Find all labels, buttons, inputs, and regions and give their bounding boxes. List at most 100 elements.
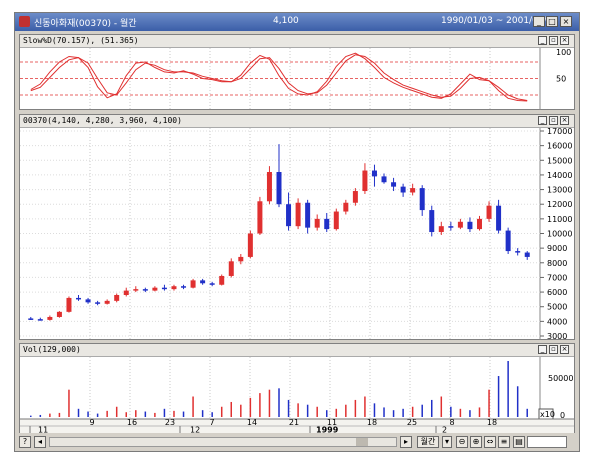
pane-close-icon[interactable]: ×: [560, 116, 569, 125]
candle-body: [171, 286, 177, 290]
candle-body: [286, 204, 292, 227]
candle-body: [305, 202, 311, 228]
maximize-icon[interactable]: □: [546, 16, 558, 27]
x-tick-week: 7: [209, 418, 214, 427]
scroll-right-icon[interactable]: ▸: [400, 436, 412, 448]
x-tick-week: 23: [165, 418, 175, 427]
candle-body: [95, 302, 101, 304]
zoom-in-icon[interactable]: ⊕: [470, 436, 482, 448]
price-tick-label: 16000: [547, 142, 572, 151]
price-tick-label: 15000: [547, 156, 572, 165]
x-tick-month: 1999: [316, 426, 339, 434]
price-tick-label: 10000: [547, 230, 572, 239]
x-tick-week: 11: [327, 418, 337, 427]
candle-body: [419, 188, 425, 211]
date-input[interactable]: [527, 436, 567, 448]
candle-body: [133, 289, 139, 291]
pane-minimize-icon[interactable]: _: [538, 116, 547, 125]
current-price: 4,100: [273, 16, 299, 26]
candle-body: [314, 218, 320, 228]
price-chart: 17000 16000 15000 14000 13000 12000 11000 10000…: [20, 128, 572, 340]
price-tick-label: 13000: [547, 186, 572, 195]
stoch-tick-50: 50: [556, 75, 566, 84]
candle-body: [505, 230, 511, 252]
stoch-k-line: [30, 52, 528, 102]
period-button[interactable]: 월간: [417, 436, 439, 448]
candle-body: [457, 221, 463, 228]
candle-body: [37, 319, 43, 321]
volume-pane: Vol(129,000) _ ▫ × 50000 0 x10 9 16 23 7 14 21 11…: [19, 343, 575, 433]
stochastic-header: Slow%D(70.157), (51.365) _ ▫ ×: [20, 35, 574, 48]
candle-body: [190, 280, 196, 288]
pane-close-icon[interactable]: ×: [560, 36, 569, 45]
volume-chart: 50000 0 x10 9 16 23 7 14 21 11 18 25 8 18 11 12 1999 2: [20, 357, 574, 433]
candle-body: [400, 186, 406, 193]
pane-close-icon[interactable]: ×: [560, 345, 569, 354]
zoom-out-icon[interactable]: ⊖: [456, 436, 468, 448]
candle-body: [66, 297, 72, 312]
print-icon[interactable]: ▤: [513, 436, 525, 448]
x-tick-week: 21: [289, 418, 299, 427]
candle-body: [515, 251, 521, 253]
x-tick-week: 25: [407, 418, 417, 427]
scroll-left-button[interactable]: ◂: [34, 436, 46, 448]
price-tick-label: 5000: [547, 303, 567, 312]
minimize-icon[interactable]: _: [533, 16, 545, 27]
candle-body: [209, 283, 215, 285]
pane-minimize-icon[interactable]: _: [538, 36, 547, 45]
candle-body: [362, 170, 368, 192]
candle-body: [114, 295, 120, 301]
candle-body: [391, 182, 397, 187]
candle-body: [295, 202, 301, 227]
vol-unit-text: x10: [540, 410, 555, 419]
window-title: 신동아화재(00370) - 월간: [34, 19, 137, 29]
price-tick-label: 12000: [547, 200, 572, 209]
x-tick-month: 2: [442, 426, 447, 434]
candle-body: [238, 256, 244, 262]
pane-restore-icon[interactable]: ▫: [549, 345, 558, 354]
pane-restore-icon[interactable]: ▫: [549, 36, 558, 45]
app-icon: [19, 16, 30, 27]
candle-body: [467, 221, 473, 230]
price-label: 00370(4,140, 4,280, 3,960, 4,100): [23, 116, 182, 125]
candle-body: [333, 211, 339, 230]
candle-body: [448, 226, 454, 228]
price-tick-label: 9000: [547, 244, 567, 253]
candle-body: [47, 316, 53, 320]
vol-tick-50000: 50000: [548, 374, 573, 383]
x-tick-week: 18: [487, 418, 497, 427]
fit-icon[interactable]: ⇔: [484, 436, 496, 448]
candle-body: [486, 205, 492, 219]
candle-body: [161, 287, 167, 290]
candle-body: [429, 210, 435, 233]
candle-body: [257, 201, 263, 234]
price-tick-label: 17000: [547, 128, 572, 136]
stoch-d-line: [30, 54, 528, 101]
candle-body: [438, 226, 444, 233]
candle-body: [123, 290, 129, 295]
pane-restore-icon[interactable]: ▫: [549, 116, 558, 125]
settings-icon[interactable]: ≡: [498, 436, 510, 448]
candle-body: [371, 170, 377, 177]
close-icon[interactable]: ×: [560, 16, 572, 27]
pane-minimize-icon[interactable]: _: [538, 345, 547, 354]
date-range: 1990/01/03 ~ 2001/06/05: [441, 16, 559, 26]
price-tick-label: 14000: [547, 171, 572, 180]
x-tick-week: 14: [247, 418, 257, 427]
candle-body: [496, 205, 502, 231]
candle-body: [247, 233, 253, 257]
vol-tick-0: 0: [560, 411, 565, 420]
period-down-icon[interactable]: ▾: [442, 436, 452, 448]
price-tick-label: 4000: [547, 317, 567, 326]
x-tick-week: 8: [449, 418, 454, 427]
candle-body: [228, 261, 234, 276]
candle-body: [152, 287, 158, 291]
help-button[interactable]: ?: [19, 436, 31, 448]
price-tick-label: 11000: [547, 215, 572, 224]
volume-label: Vol(129,000): [23, 345, 81, 354]
price-header: 00370(4,140, 4,280, 3,960, 4,100) _ ▫ ×: [20, 115, 574, 128]
candle-body: [142, 289, 148, 291]
scroll-thumb[interactable]: [356, 438, 368, 446]
horizontal-scrollbar[interactable]: [49, 437, 397, 447]
x-tick-month: 12: [190, 426, 200, 434]
